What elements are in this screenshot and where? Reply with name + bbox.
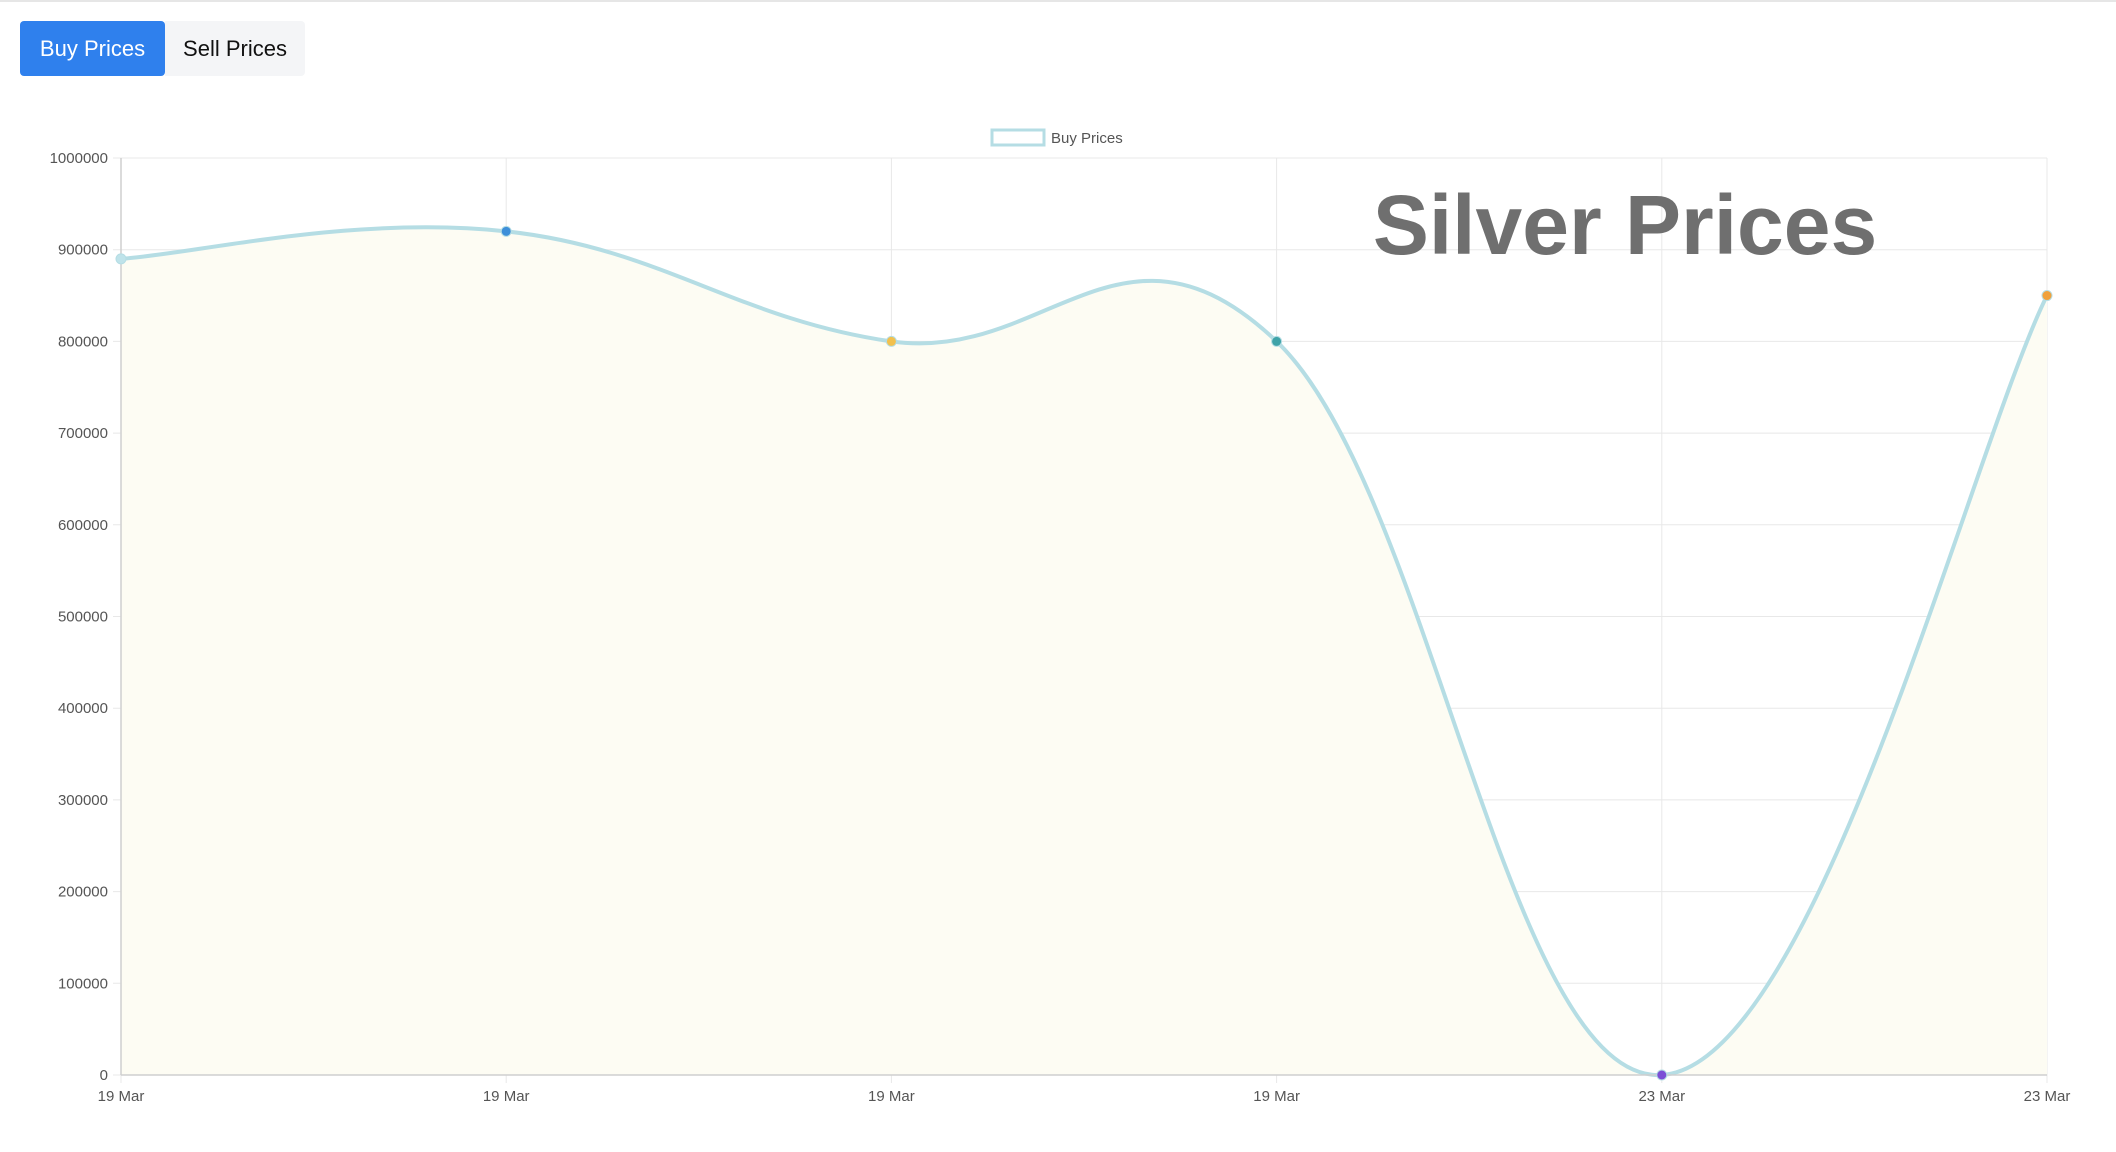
y-tick-label: 0 — [100, 1067, 108, 1084]
sell-prices-tab[interactable]: Sell Prices — [165, 21, 305, 76]
points-layer — [115, 225, 2053, 1081]
y-tick-label: 400000 — [58, 700, 108, 717]
buy-prices-tab[interactable]: Buy Prices — [20, 21, 165, 76]
x-tick-label: 23 Mar — [2024, 1088, 2071, 1105]
y-tick-label: 100000 — [58, 975, 108, 992]
area-layer — [120, 225, 2049, 1078]
x-tick-label: 19 Mar — [483, 1088, 530, 1105]
x-tick-label: 19 Mar — [868, 1088, 915, 1105]
top-divider — [0, 0, 2116, 2]
data-point[interactable] — [2041, 290, 2053, 302]
legend-label[interactable]: Buy Prices — [1051, 130, 1123, 147]
legend-swatch — [990, 128, 1046, 147]
y-tick-label: 800000 — [58, 333, 108, 350]
y-tick-label: 200000 — [58, 884, 108, 901]
y-tick-label: 600000 — [58, 517, 108, 534]
y-tick-label: 300000 — [58, 792, 108, 809]
data-point[interactable] — [1271, 335, 1283, 347]
data-point[interactable] — [885, 335, 897, 347]
x-tick-label: 19 Mar — [98, 1088, 145, 1105]
y-tick-label: 1000000 — [50, 150, 108, 167]
chart-title: Silver Prices — [1373, 178, 1877, 272]
data-point[interactable] — [115, 253, 127, 265]
y-tick-label: 500000 — [58, 609, 108, 626]
price-tabs: Buy Prices Sell Prices — [20, 21, 305, 76]
x-tick-label: 19 Mar — [1253, 1088, 1300, 1105]
data-point[interactable] — [500, 225, 512, 237]
legend: Buy Prices — [990, 128, 1123, 147]
x-tick-label: 23 Mar — [1638, 1088, 1685, 1105]
y-tick-label: 700000 — [58, 425, 108, 442]
data-point[interactable] — [1656, 1069, 1668, 1081]
series-area-buy-prices — [121, 227, 2047, 1076]
y-tick-label: 900000 — [58, 242, 108, 259]
axes-layer: 0 100000 200000 300000 400000 500000 600000 700… — [50, 150, 2071, 1105]
